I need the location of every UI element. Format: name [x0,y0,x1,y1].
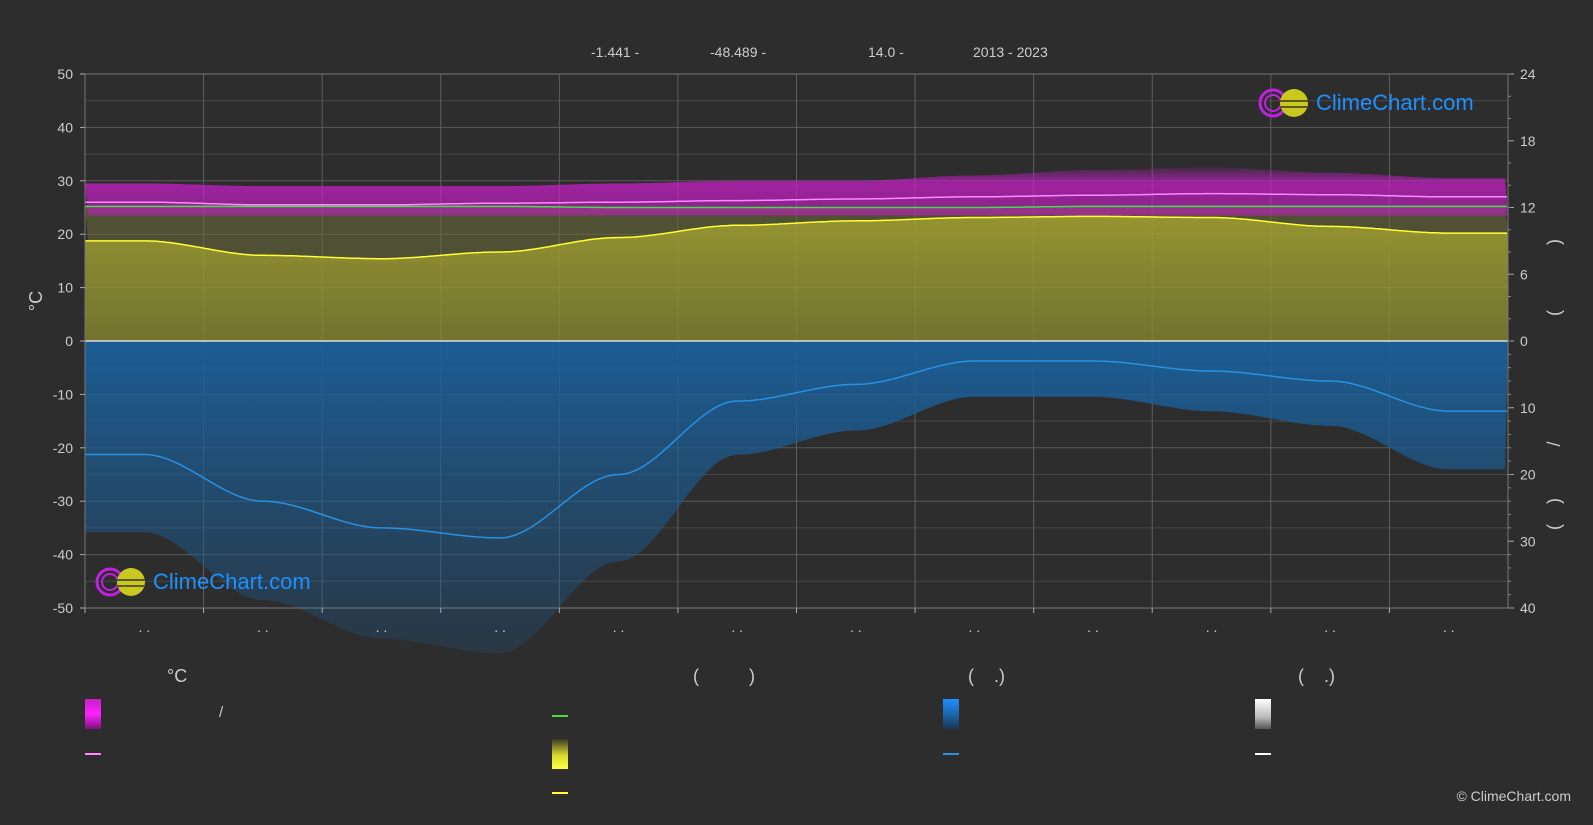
legend-temperature-heading: °C [167,666,188,686]
legend-swatch-temp-range [85,699,101,729]
axes: 50 40 30 20 10 0 -10 -20 -30 -40 -50 °C 24 18 12 6 0 10 20… [26,66,1564,635]
legend-swatch-precip [943,699,959,729]
daylight-area [85,206,1508,259]
left-tick-label: -20 [53,440,73,456]
precipitation-line [85,360,1507,539]
legend-sun-heading: ( ) [693,666,755,686]
left-tick-label: -10 [53,386,73,402]
sunshine-area [85,216,1508,341]
logo-bottom[interactable]: ClimeChart.com [95,565,311,599]
sunshine-line [85,215,1507,260]
header-years: 2013 - 2023 [973,44,1048,60]
left-axis-unit: °C [26,291,46,311]
x-tick-label: . . [257,619,269,635]
x-tick-label: . . [376,619,388,635]
right-tick-label-hours: 6 [1520,266,1528,282]
x-tick-label: . . [138,619,150,635]
legend-snow-heading: ( .) [1298,666,1335,686]
right-axis-title-fragment: ) [1544,239,1564,245]
logo-top[interactable]: ClimeChart.com [1258,86,1474,120]
x-tick-label: . . [613,619,625,635]
right-tick-label-mm: 30 [1520,533,1536,549]
legend-swatch-sunshine-mean [552,792,568,794]
left-tick-label: 10 [57,280,73,296]
legend-swatch-snow-mean [1255,753,1271,755]
temperature-mean-line [85,192,1507,206]
right-tick-label-mm: 20 [1520,467,1536,483]
x-tick-label: . . [850,619,862,635]
daylight-line [85,205,1507,209]
header-longitude: -48.489 - [710,44,767,60]
left-tick-label: 20 [57,226,73,242]
left-tick-label: 0 [65,333,73,349]
x-tick-label: . . [1443,619,1455,635]
header-elevation: 14.0 - [868,44,904,60]
left-tick-label: -40 [53,547,73,563]
left-tick-label: -30 [53,493,73,509]
logo-text: ClimeChart.com [1316,90,1474,115]
legend-swatch-precip-mean [943,753,959,755]
legend-swatch-daylight [552,715,568,717]
right-tick-label-mm: 10 [1520,400,1536,416]
precipitation-area [85,341,1508,654]
legend-rain-heading: ( .) [968,666,1005,686]
logo-icon [1258,88,1308,118]
x-tick-label: . . [1206,619,1218,635]
right-tick-label-hours: 12 [1520,200,1536,216]
right-tick-label-mm: 40 [1520,600,1536,616]
left-tick-label: 40 [57,119,73,135]
logo-text: ClimeChart.com [153,569,311,594]
copyright: © ClimeChart.com [1456,788,1571,804]
logo-icon [95,567,145,597]
x-tick-label: . . [1087,619,1099,635]
legend-temp-range-separator: / [219,704,224,721]
right-axis-title-fragment: / [1544,441,1564,446]
x-tick-label: . . [969,619,981,635]
right-tick-label-hours: 24 [1520,66,1536,82]
x-tick-label: . . [494,619,506,635]
right-axis-title-fragment: ) [1544,498,1564,504]
legend-swatch-snow [1255,699,1271,729]
header-latitude: -1.441 - [591,44,640,60]
right-tick-label-hours: 0 [1520,333,1528,349]
right-axis-title-fragment: ( [1544,310,1564,316]
right-axis-title-fragment: ( [1544,524,1564,530]
right-tick-label-hours: 18 [1520,133,1536,149]
x-tick-label: . . [731,619,743,635]
left-tick-label: 30 [57,173,73,189]
legend-swatch-sunshine [552,739,568,769]
data-lines [85,192,1507,539]
legend-swatch-temp-mean [85,753,101,755]
left-tick-label: -50 [53,600,73,616]
left-tick-label: 50 [57,66,73,82]
x-tick-label: . . [1324,619,1336,635]
